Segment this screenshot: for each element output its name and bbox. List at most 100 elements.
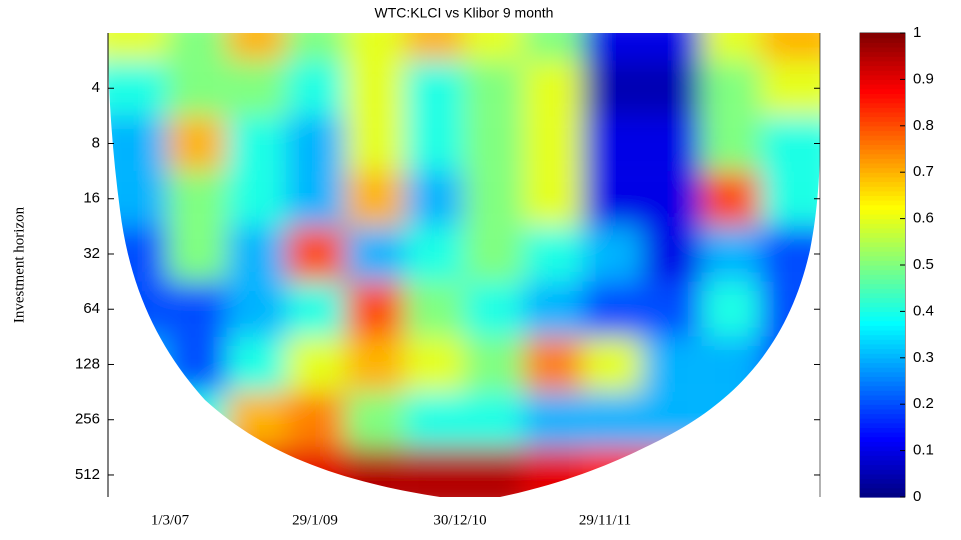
heatmap-cell <box>404 60 464 116</box>
colorbar-tick-label: 0 <box>913 488 921 505</box>
heatmap-cell <box>226 33 286 61</box>
colorbar-segment <box>860 218 905 224</box>
colorbar-segment <box>860 190 905 196</box>
colorbar-segment <box>860 343 905 350</box>
heatmap-cell <box>286 33 346 61</box>
colorbar-segment <box>860 473 905 480</box>
colorbar-segment <box>860 436 905 442</box>
colorbar-segment <box>860 320 905 326</box>
heatmap-cell <box>167 115 227 172</box>
colorbar-segment <box>860 130 905 136</box>
heatmap-cell <box>404 115 464 172</box>
colorbar-segment <box>860 33 905 39</box>
colorbar-segment <box>860 297 905 303</box>
colorbar-segment <box>860 265 905 271</box>
heatmap-cell <box>226 281 286 337</box>
heatmap-cell <box>464 171 524 227</box>
colorbar-segment <box>860 311 905 317</box>
heatmap-cell <box>464 60 524 116</box>
y-tick-label: 16 <box>83 190 100 207</box>
heatmap-cell <box>464 392 524 448</box>
y-tick-label: 32 <box>83 245 100 262</box>
x-tick-label: 29/11/11 <box>579 512 631 528</box>
colorbar-segment <box>860 450 905 456</box>
y-tick-label: 4 <box>92 79 100 96</box>
colorbar-segment <box>860 79 905 85</box>
y-tick-label: 256 <box>75 411 100 428</box>
colorbar-segment <box>860 302 905 308</box>
heatmap-cell <box>226 226 286 282</box>
heatmap-cell <box>582 33 642 61</box>
colorbar-tick-label: 0.9 <box>913 70 934 87</box>
heatmap-cell <box>582 281 642 337</box>
colorbar-segment <box>860 274 905 280</box>
colorbar-segment <box>860 153 905 159</box>
colorbar-segment <box>860 97 905 104</box>
heatmap-cell <box>760 226 820 282</box>
heatmap-cell <box>701 115 761 172</box>
heatmap-cell <box>404 226 464 282</box>
colorbar-segment <box>860 227 905 234</box>
colorbar-segment <box>860 292 905 299</box>
heatmap-cell <box>404 281 464 337</box>
heatmap-cell <box>464 33 524 61</box>
colorbar-segment <box>860 246 905 252</box>
colorbar-segment <box>860 241 905 248</box>
heatmap-cell <box>167 281 227 337</box>
colorbar-segment <box>860 367 905 373</box>
colorbar-segment <box>860 223 905 229</box>
heatmap-cell <box>404 33 464 61</box>
heatmap-cell <box>642 336 702 393</box>
colorbar-segment <box>860 492 905 498</box>
colorbar-segment <box>860 329 905 336</box>
heatmap-cell <box>642 60 702 116</box>
colorbar-tick-label: 0.3 <box>913 349 934 366</box>
heatmap-cell <box>642 115 702 172</box>
colorbar-segment <box>860 237 905 243</box>
heatmap-cell <box>404 336 464 393</box>
colorbar-segment <box>860 107 905 113</box>
colorbar-segment <box>860 325 905 331</box>
heatmap-cell <box>523 281 583 337</box>
colorbar-segment <box>860 158 905 164</box>
colorbar-segment <box>860 60 905 67</box>
colorbar-tick-label: 0.6 <box>913 210 934 227</box>
colorbar-tick-label: 0.7 <box>913 163 934 180</box>
colorbar-segment <box>860 93 905 99</box>
heatmap-cell <box>108 115 168 172</box>
colorbar-segment <box>860 204 905 210</box>
y-tick-label: 512 <box>75 466 100 483</box>
heatmap-cell <box>464 447 524 497</box>
heatmap-cell <box>345 115 405 172</box>
heatmap-cell <box>523 336 583 393</box>
colorbar-segment <box>860 469 905 475</box>
heatmap-cell <box>582 115 642 172</box>
colorbar-tick-label: 1 <box>913 24 921 41</box>
heatmap-cell <box>345 171 405 227</box>
heatmap-cell <box>286 281 346 337</box>
heatmap-cell <box>642 171 702 227</box>
colorbar-segment <box>860 149 905 155</box>
heatmap-cell <box>345 60 405 116</box>
colorbar-segment <box>860 464 905 470</box>
heatmap-cell <box>108 33 168 61</box>
heatmap-cell <box>167 60 227 116</box>
heatmap-cell <box>701 171 761 227</box>
heatmap-cell <box>108 60 168 116</box>
heatmap-cell <box>226 336 286 393</box>
colorbar-segment <box>860 88 905 94</box>
colorbar-segment <box>860 116 905 122</box>
heatmap-cell <box>642 226 702 282</box>
heatmap-cell <box>226 171 286 227</box>
colorbar-segment <box>860 56 905 62</box>
colorbar-segment <box>860 42 905 48</box>
heatmap-cell <box>404 392 464 448</box>
colorbar-segment <box>860 121 905 127</box>
colorbar-segment <box>860 181 905 187</box>
colorbar-segment <box>860 362 905 368</box>
heatmap-cell <box>582 226 642 282</box>
colorbar-segment <box>860 162 905 169</box>
colorbar-segment <box>860 441 905 447</box>
colorbar-segment <box>860 399 905 405</box>
